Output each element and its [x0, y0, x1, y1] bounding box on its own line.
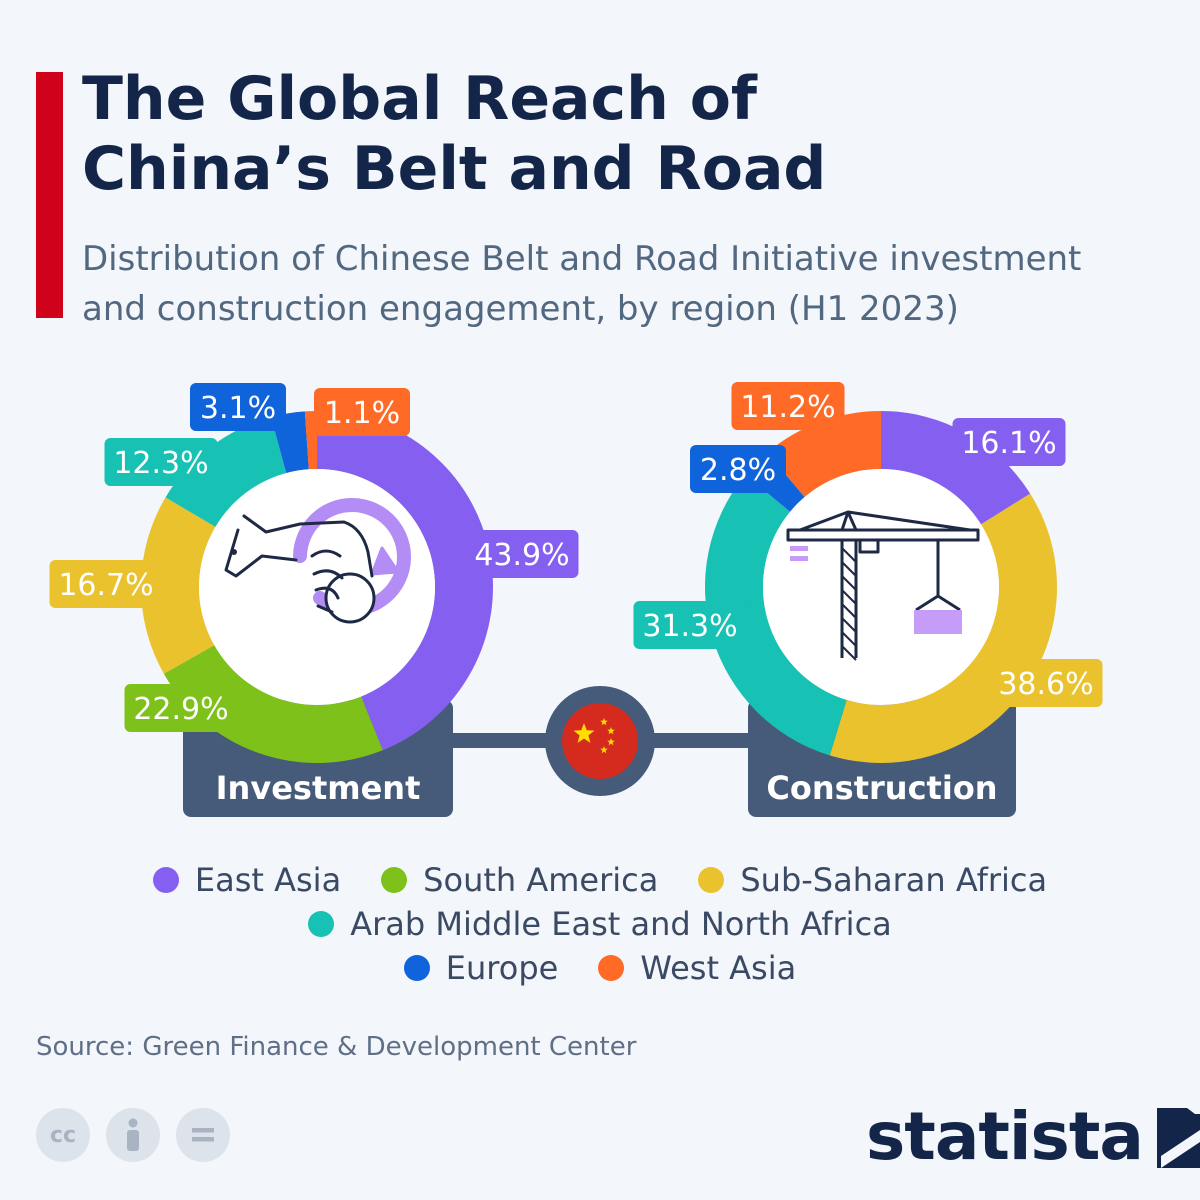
china-flag-icon [545, 686, 655, 796]
legend-label: Europe [445, 949, 559, 987]
investment-slice-arab-middle-east-and-north-africa [165, 417, 287, 527]
crane-icon [786, 510, 980, 661]
construction-slice-arab-middle-east-and-north-africa [704, 474, 847, 756]
value-label: 16.7% [58, 568, 153, 603]
investment-label-east-asia: 43.9% [465, 530, 579, 578]
investment-slice-south-america [163, 645, 383, 764]
construction-label-sub-saharan-africa: 38.6% [989, 659, 1103, 707]
legend-label: West Asia [640, 949, 797, 987]
investment-label-europe: 3.1% [190, 383, 286, 431]
legend-label: Sub-Saharan Africa [740, 861, 1048, 899]
value-label: 31.3% [642, 609, 737, 644]
construction-label-arab-middle-east-and-north-africa: 31.3% [633, 601, 747, 649]
legend-swatch [308, 911, 335, 937]
construction-label: Construction [766, 769, 997, 807]
creative-commons-icon[interactable]: cc [36, 1108, 90, 1162]
construction-label-west-asia: 11.2% [731, 382, 845, 430]
value-label: 12.3% [113, 446, 208, 481]
legend-swatch [381, 867, 408, 893]
value-label: 43.9% [474, 538, 569, 573]
legend-label: East Asia [194, 861, 342, 899]
value-label: 16.1% [961, 426, 1056, 461]
title-line-2: China’s Belt and Road [82, 134, 827, 204]
investment-label-south-america: 22.9% [124, 684, 238, 732]
legend-item-europe: Europe [403, 946, 559, 990]
construction-center [763, 469, 999, 705]
legend-row: Arab Middle East and North Africa [0, 902, 1200, 946]
subtitle-line-2: and construction engagement, by region (… [82, 289, 959, 329]
construction-slice-east-asia [881, 411, 1031, 525]
title-line-1: The Global Reach of [82, 64, 758, 134]
hand-coin-icon [224, 498, 411, 624]
legend-item-arab-middle-east-and-north-africa: Arab Middle East and North Africa [308, 902, 892, 946]
legend-swatch [403, 955, 430, 981]
accent-bar [36, 72, 63, 318]
investment-label: Investment [216, 769, 421, 807]
license-icons: cc [36, 1108, 230, 1162]
brand-name: statista [866, 1098, 1144, 1175]
legend-item-sub-saharan-africa: Sub-Saharan Africa [698, 858, 1047, 902]
legend-item-south-america: South America [381, 858, 658, 902]
statista-logo[interactable]: statista [866, 1098, 1200, 1175]
subtitle-line-1: Distribution of Chinese Belt and Road In… [82, 239, 1082, 279]
legend-item-east-asia: East Asia [152, 858, 342, 902]
value-label: 2.8% [700, 453, 776, 488]
value-label: 3.1% [200, 391, 276, 426]
chart-subtitle: Distribution of Chinese Belt and Road In… [82, 234, 1182, 334]
investment-label-west-asia: 1.1% [314, 388, 410, 436]
investment-slice-sub-saharan-africa [141, 497, 216, 674]
chart-title: The Global Reach of China’s Belt and Roa… [82, 64, 1162, 204]
value-label: 22.9% [133, 692, 228, 727]
source-note: Source: Green Finance & Development Cent… [36, 1032, 637, 1062]
legend-swatch [152, 867, 179, 893]
investment-slice-west-asia [304, 411, 317, 470]
legend-swatch [598, 955, 625, 981]
construction-label-europe: 2.8% [690, 445, 786, 493]
no-derivatives-icon[interactable] [176, 1108, 230, 1162]
legend: East Asia South America Sub-Saharan Africa… [0, 858, 1200, 990]
statista-mark-icon [1156, 1107, 1200, 1168]
investment-label-sub-saharan-africa: 16.7% [49, 560, 163, 608]
legend-label: South America [423, 861, 659, 899]
legend-label: Arab Middle East and North Africa [350, 905, 892, 943]
value-label: 38.6% [998, 667, 1093, 702]
legend-swatch [698, 867, 725, 893]
attribution-icon[interactable] [106, 1108, 160, 1162]
legend-item-west-asia: West Asia [598, 946, 796, 990]
value-label: 11.2% [740, 390, 835, 425]
construction-label-east-asia: 16.1% [952, 418, 1066, 466]
legend-row: East Asia South America Sub-Saharan Africa [0, 858, 1200, 902]
investment-slice-east-asia [317, 411, 494, 751]
investment-label-arab-middle-east-and-north-africa: 12.3% [104, 438, 218, 486]
value-label: 1.1% [324, 396, 400, 431]
construction-slice-west-asia [767, 411, 881, 498]
legend-row: Europe West Asia [0, 946, 1200, 990]
